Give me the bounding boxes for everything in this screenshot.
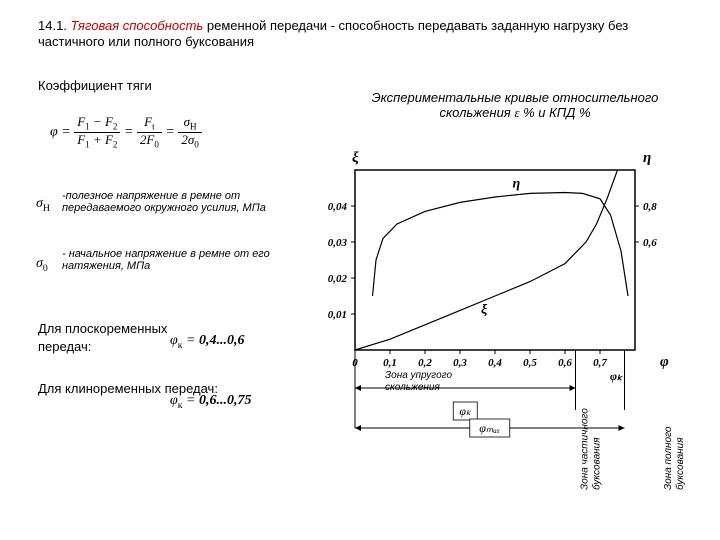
svg-text:η: η <box>643 150 651 166</box>
svg-text:0,6: 0,6 <box>558 357 572 369</box>
svg-text:0,01: 0,01 <box>328 309 347 321</box>
page-title: 14.1. Тяговая способность ременной перед… <box>38 18 678 51</box>
svg-text:0,4: 0,4 <box>488 357 502 369</box>
svg-text:0,3: 0,3 <box>453 357 467 369</box>
flat-formula: φк = 0,4...0,6 <box>170 333 244 351</box>
title-emph: Тяговая способность <box>71 18 204 33</box>
vee-formula: φк = 0,6...0,75 <box>170 393 251 411</box>
svg-text:Зона упругого: Зона упругого <box>385 370 452 381</box>
sigmaH-desc: -полезное напряжение в ремне от передава… <box>62 190 272 214</box>
sigma0-desc: - начальное напряжение в ремне от его на… <box>62 248 272 272</box>
sigma0-symbol: σ0 <box>36 256 48 274</box>
svg-text:η: η <box>513 176 521 191</box>
title-number: 14.1. <box>38 18 67 33</box>
curves-label-b: % и КПД % <box>519 105 590 120</box>
svg-text:φₖ: φₖ <box>610 369 624 383</box>
svg-text:φₘₐₓ: φₘₐₓ <box>479 421 500 435</box>
coeff-label: Коэффициент тяги <box>38 78 152 93</box>
svg-text:0,7: 0,7 <box>593 357 607 369</box>
svg-text:0,04: 0,04 <box>328 201 348 213</box>
svg-text:φ: φ <box>660 354 669 370</box>
svg-text:0,5: 0,5 <box>523 357 537 369</box>
svg-text:Зона полногобуксования: Зона полногобуксования <box>663 426 686 490</box>
svg-text:ξ: ξ <box>352 150 359 166</box>
svg-text:Зона частичногобуксования: Зона частичногобуксования <box>580 408 603 490</box>
svg-text:0,02: 0,02 <box>328 273 348 285</box>
svg-text:0,1: 0,1 <box>383 357 397 369</box>
svg-text:0,8: 0,8 <box>643 201 657 213</box>
curves-label: Экспериментальные кривые относительного … <box>340 90 690 121</box>
svg-text:ξ: ξ <box>481 303 488 318</box>
experiment-chart: 00,10,20,30,40,50,60,70,010,020,030,040,… <box>310 140 700 490</box>
svg-text:φₖ: φₖ <box>459 404 472 418</box>
phi-formula: φ = F1 − F2 F1 + F2 = Ft 2F0 = σH 2σ0 <box>50 115 202 149</box>
svg-text:0,2: 0,2 <box>418 357 432 369</box>
sigmaH-symbol: σH <box>36 196 50 214</box>
svg-text:скольжения: скольжения <box>385 382 440 393</box>
svg-text:0,6: 0,6 <box>643 237 657 249</box>
svg-text:0,03: 0,03 <box>328 237 348 249</box>
